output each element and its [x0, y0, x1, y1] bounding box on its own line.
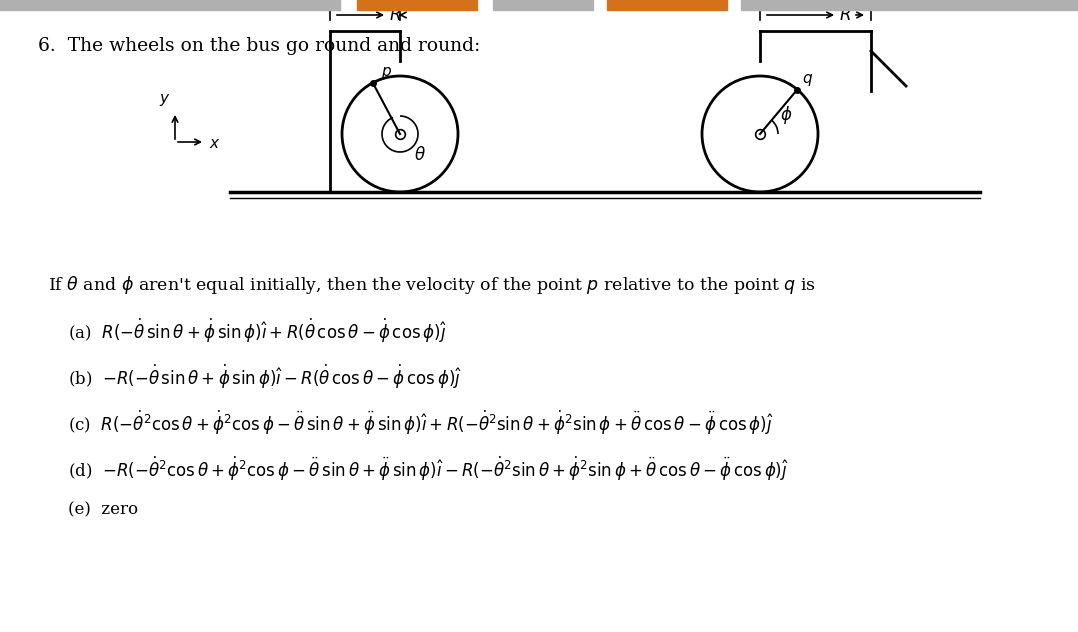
- Text: $R$: $R$: [839, 6, 851, 23]
- Text: (b)  $-R(-\dot{\theta}\,\sin\theta + \dot{\phi}\,\sin\phi)\hat{\imath} - R(\dot{: (b) $-R(-\dot{\theta}\,\sin\theta + \dot…: [68, 363, 462, 391]
- Bar: [607, 0, 727, 10]
- Text: $q$: $q$: [802, 71, 814, 88]
- Text: 6.  The wheels on the bus go round and round:: 6. The wheels on the bus go round and ro…: [38, 37, 481, 55]
- Bar: [493, 0, 593, 10]
- Text: (a)  $R(-\dot{\theta}\,\sin\theta + \dot{\phi}\,\sin\phi)\hat{\imath} + R(\dot{\: (a) $R(-\dot{\theta}\,\sin\theta + \dot{…: [68, 317, 447, 345]
- Text: $\theta$: $\theta$: [414, 146, 426, 164]
- Text: If $\theta$ and $\phi$ aren't equal initially, then the velocity of the point $p: If $\theta$ and $\phi$ aren't equal init…: [49, 274, 816, 296]
- Text: $p$: $p$: [381, 65, 391, 81]
- Bar: [741, 0, 1078, 10]
- Text: $y$: $y$: [160, 92, 170, 108]
- Text: $\phi$: $\phi$: [780, 104, 792, 126]
- Bar: [357, 0, 476, 10]
- Text: (e)  zero: (e) zero: [68, 501, 138, 518]
- Text: $R$: $R$: [389, 6, 401, 23]
- Bar: [0, 0, 340, 10]
- Text: $x$: $x$: [209, 137, 221, 151]
- Text: (d)  $-R(-\dot{\theta}^2\cos\theta + \dot{\phi}^2\cos\phi - \ddot{\theta}\,\sin\: (d) $-R(-\dot{\theta}^2\cos\theta + \dot…: [68, 455, 789, 483]
- Text: (c)  $R(-\dot{\theta}^2\cos\theta + \dot{\phi}^2\cos\phi - \ddot{\theta}\,\sin\t: (c) $R(-\dot{\theta}^2\cos\theta + \dot{…: [68, 409, 774, 437]
